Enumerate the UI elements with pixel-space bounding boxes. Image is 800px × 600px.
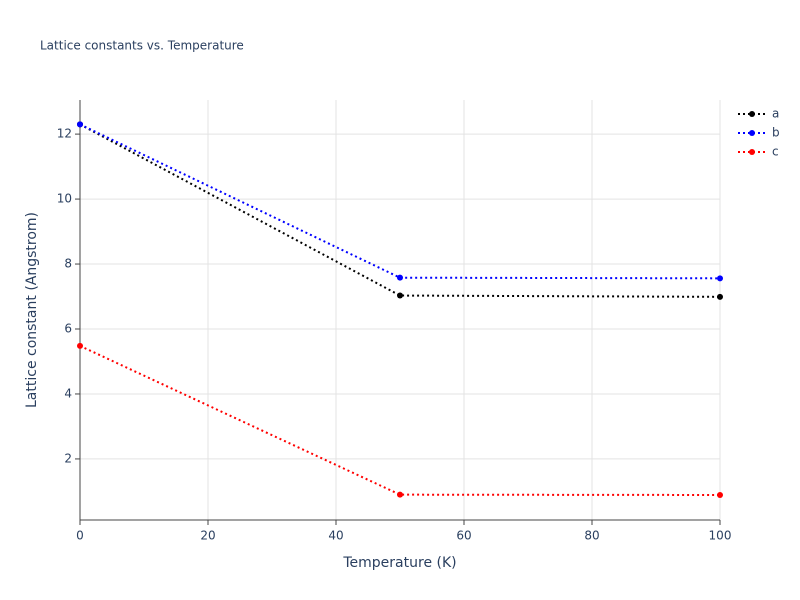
marker — [77, 342, 83, 349]
x-tick-label: 40 — [328, 529, 343, 543]
y-tick-label: 10 — [57, 192, 72, 206]
x-tick-label: 80 — [584, 529, 599, 543]
series-line — [79, 123, 721, 280]
marker — [717, 491, 723, 498]
x-axis-title: Temperature (K) — [342, 555, 456, 571]
legend-marker — [749, 130, 755, 136]
chart-title: Lattice constants vs. Temperature — [40, 39, 244, 53]
marker — [397, 292, 403, 299]
marker — [717, 275, 723, 282]
x-tick-label: 20 — [200, 529, 215, 543]
y-tick-label: 12 — [57, 127, 72, 141]
marker — [717, 293, 723, 300]
marker — [77, 121, 83, 128]
legend-label[interactable]: a — [772, 107, 779, 121]
y-tick-label: 2 — [64, 451, 72, 465]
y-tick-label: 6 — [64, 322, 72, 336]
series-line — [79, 344, 721, 496]
x-tick-label: 100 — [709, 529, 732, 543]
x-tick-label: 60 — [456, 529, 471, 543]
x-tick-label: 0 — [76, 529, 84, 543]
legend-marker — [749, 149, 755, 155]
legend-label[interactable]: c — [772, 145, 779, 159]
legend-label[interactable]: b — [772, 126, 780, 140]
marker — [397, 491, 403, 498]
y-tick-label: 4 — [64, 386, 72, 400]
series-line — [79, 123, 721, 298]
legend-marker — [749, 111, 755, 117]
y-axis-title: Lattice constant (Angstrom) — [24, 212, 40, 408]
marker — [397, 274, 403, 281]
y-tick-label: 8 — [64, 257, 72, 271]
